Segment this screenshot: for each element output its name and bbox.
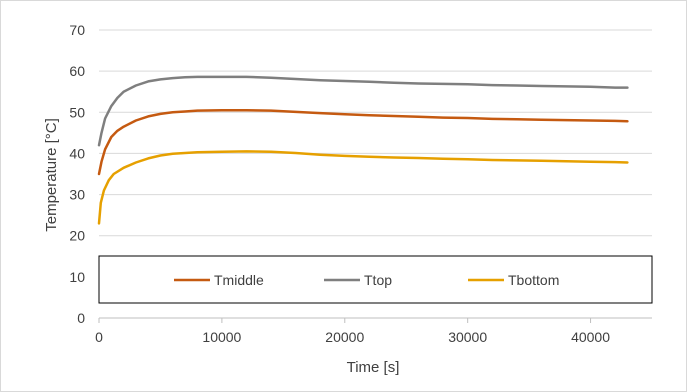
series-line-ttop [97,75,629,147]
y-tick-label: 60 [69,63,85,79]
x-axis-title: Time [s] [347,359,400,376]
series-line-tbottom [97,150,629,225]
x-tick-label: 20000 [325,329,364,345]
x-tick-label: 10000 [202,329,241,345]
y-tick-label: 10 [69,269,85,285]
legend-label-ttop: Ttop [364,272,392,288]
y-tick-label: 50 [69,104,85,120]
y-tick-label: 30 [69,187,85,203]
series-lines [97,75,629,225]
legend: Tmiddle Ttop Tbottom [98,255,653,304]
y-tick-label: 40 [69,145,85,161]
y-tick-label: 70 [69,22,85,38]
series-line-tmiddle [97,108,629,176]
x-tick-label: 30000 [448,329,487,345]
legend-label-tbottom: Tbottom [508,272,559,288]
x-tick-label: 0 [95,329,103,345]
y-tick-label: 0 [77,310,85,326]
legend-label-tmiddle: Tmiddle [214,272,264,288]
axes: 0 10 20 30 40 50 60 70 0 10000 20000 30000 40000 [69,22,652,345]
y-tick-label: 20 [69,228,85,244]
y-axis-title: Temperature [°C] [43,118,60,232]
x-tick-label: 40000 [571,329,610,345]
